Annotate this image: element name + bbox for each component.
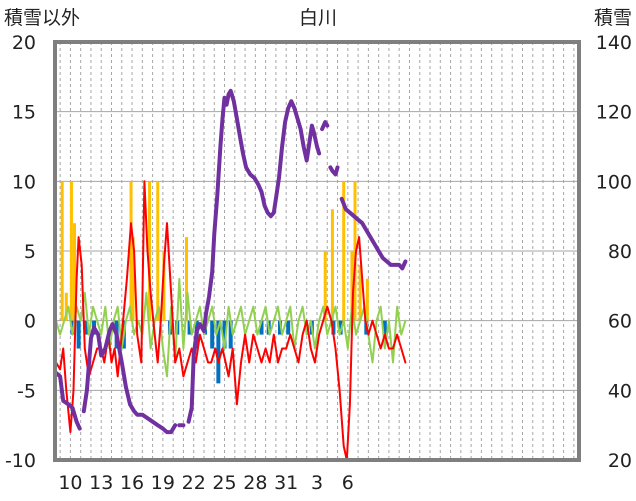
series-lines bbox=[54, 88, 408, 461]
x-tick-label: 6 bbox=[342, 472, 354, 494]
precipitation-bar bbox=[73, 223, 77, 321]
left-y-tick-label: -10 bbox=[5, 450, 36, 472]
precipitation-bar bbox=[131, 237, 135, 321]
snowfall-change-bar bbox=[382, 320, 387, 335]
snowfall-change-bar bbox=[278, 320, 283, 335]
left-y-tick-label: 20 bbox=[12, 32, 36, 54]
x-tick-label: 25 bbox=[212, 472, 236, 494]
precipitation-bar bbox=[129, 181, 133, 321]
temperature-line bbox=[55, 180, 407, 461]
right-y-tick-label: 80 bbox=[608, 241, 632, 263]
left-y-tick-label: 10 bbox=[12, 171, 36, 193]
precipitation-bar bbox=[148, 181, 152, 321]
left-y-tick-label: 15 bbox=[12, 102, 36, 124]
snowfall-change-bar bbox=[216, 320, 221, 384]
left-y-tick-label: 5 bbox=[24, 241, 36, 263]
right-y-tick-label: 100 bbox=[596, 171, 632, 193]
right-y-tick-label: 60 bbox=[608, 311, 632, 333]
snowfall-change-bar bbox=[210, 320, 215, 349]
x-tick-label: 28 bbox=[243, 472, 267, 494]
right-y-tick-label: 20 bbox=[608, 450, 632, 472]
right-y-tick-label: 40 bbox=[608, 380, 632, 402]
precipitation-bar bbox=[60, 181, 64, 321]
right-y-tick-label: 120 bbox=[596, 102, 632, 124]
precipitation-bar bbox=[330, 209, 334, 321]
chart-title: 白川 bbox=[299, 7, 337, 29]
left-axis-label: 積雪以外 bbox=[4, 7, 80, 29]
x-tick-label: 19 bbox=[151, 472, 175, 494]
snowfall-change-bar bbox=[187, 320, 192, 335]
right-y-tick-label: 140 bbox=[596, 32, 632, 54]
left-y-tick-label: -5 bbox=[17, 380, 36, 402]
snow-depth-line bbox=[54, 88, 408, 435]
snowfall-change-bar bbox=[228, 320, 233, 349]
precipitation-bar bbox=[156, 181, 160, 321]
x-tick-label: 16 bbox=[120, 472, 144, 494]
tick-labels: 20 15 10 5 0 -5 -10 140 120 100 80 60 40 20 10 13 16 19 22… bbox=[5, 32, 632, 494]
precipitation-bar bbox=[64, 292, 68, 321]
x-tick-label: 22 bbox=[182, 472, 206, 494]
precipitation-bar bbox=[365, 278, 369, 321]
plot-frame bbox=[53, 40, 581, 462]
precipitation-bar bbox=[358, 264, 362, 321]
snowfall-change-bar bbox=[259, 320, 264, 335]
wind-line bbox=[55, 277, 407, 378]
x-tick-label: 3 bbox=[311, 472, 323, 494]
snowfall-change-bar bbox=[222, 320, 227, 349]
x-tick-label: 31 bbox=[274, 472, 298, 494]
left-y-tick-label: 0 bbox=[24, 311, 36, 333]
precipitation-bar bbox=[69, 181, 73, 321]
precipitation-bar bbox=[323, 251, 327, 321]
x-tick-label: 13 bbox=[89, 472, 113, 494]
x-tick-label: 10 bbox=[58, 472, 82, 494]
snowfall-change-bar bbox=[76, 320, 81, 349]
snowfall-change-bar bbox=[83, 320, 88, 335]
right-axis-label: 積雪 bbox=[594, 7, 632, 29]
precipitation-bar bbox=[185, 237, 189, 321]
snowfall-change-bar bbox=[286, 320, 291, 335]
precipitation-bar bbox=[342, 181, 346, 321]
precipitation-bar bbox=[162, 251, 166, 321]
snowfall-change-bar bbox=[331, 320, 336, 335]
precipitation-bar bbox=[350, 251, 354, 321]
